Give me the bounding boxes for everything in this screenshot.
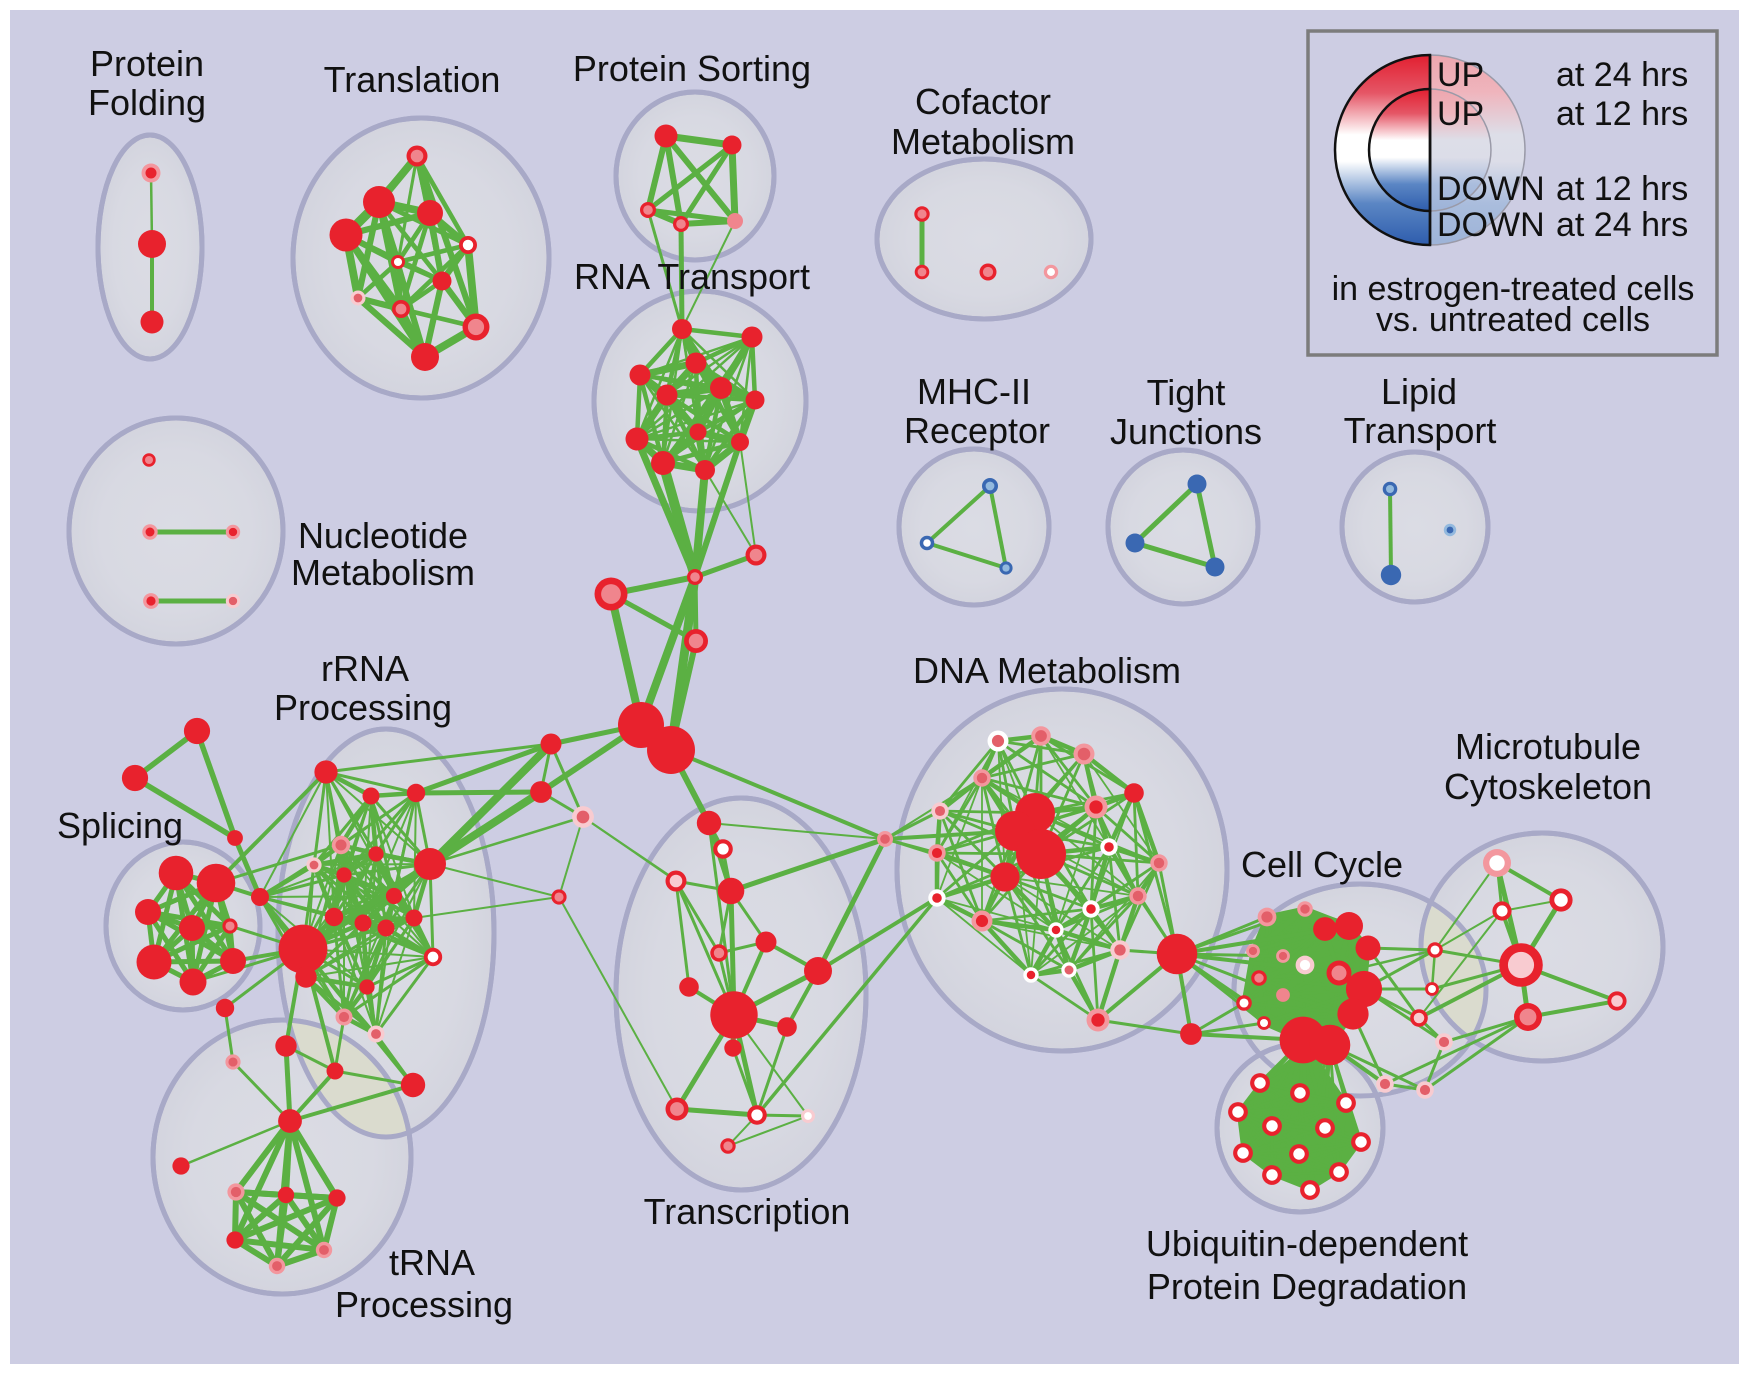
svg-text:DOWN: DOWN	[1437, 206, 1545, 244]
svg-text:Metabolism: Metabolism	[291, 552, 475, 593]
svg-text:UP: UP	[1437, 95, 1484, 133]
svg-text:Lipid: Lipid	[1381, 371, 1457, 412]
svg-text:Splicing: Splicing	[57, 805, 183, 846]
svg-text:at 24 hrs: at 24 hrs	[1556, 206, 1688, 244]
svg-text:at 12 hrs: at 12 hrs	[1556, 95, 1688, 133]
svg-text:Ubiquitin-dependent: Ubiquitin-dependent	[1146, 1223, 1468, 1264]
svg-text:Microtubule: Microtubule	[1455, 726, 1641, 767]
svg-text:rRNA: rRNA	[321, 648, 409, 689]
svg-text:Translation: Translation	[324, 59, 501, 100]
svg-text:Processing: Processing	[335, 1284, 513, 1325]
svg-text:MHC-II: MHC-II	[917, 371, 1031, 412]
svg-text:Cell Cycle: Cell Cycle	[1241, 844, 1403, 885]
svg-text:at 24 hrs: at 24 hrs	[1556, 56, 1688, 94]
svg-text:Receptor: Receptor	[904, 410, 1050, 451]
svg-text:Cofactor: Cofactor	[915, 81, 1051, 122]
svg-text:Transport: Transport	[1344, 410, 1497, 451]
svg-text:in estrogen-treated cells: in estrogen-treated cells	[1332, 270, 1695, 308]
svg-text:tRNA: tRNA	[389, 1242, 475, 1283]
svg-text:Transcription: Transcription	[644, 1191, 851, 1232]
svg-text:Tight: Tight	[1147, 372, 1226, 413]
svg-text:Protein: Protein	[90, 43, 204, 84]
svg-text:Metabolism: Metabolism	[891, 121, 1075, 162]
svg-text:Cytoskeleton: Cytoskeleton	[1444, 766, 1652, 807]
svg-text:Folding: Folding	[88, 82, 206, 123]
svg-text:UP: UP	[1437, 56, 1484, 94]
svg-text:Nucleotide: Nucleotide	[298, 515, 468, 556]
svg-text:vs. untreated cells: vs. untreated cells	[1376, 301, 1650, 339]
svg-text:Junctions: Junctions	[1110, 411, 1262, 452]
svg-text:Protein Sorting: Protein Sorting	[573, 48, 811, 89]
svg-text:Protein Degradation: Protein Degradation	[1147, 1266, 1467, 1307]
svg-text:Processing: Processing	[274, 687, 452, 728]
svg-text:DOWN: DOWN	[1437, 170, 1545, 208]
svg-text:DNA Metabolism: DNA Metabolism	[913, 650, 1181, 691]
svg-text:RNA Transport: RNA Transport	[574, 256, 810, 297]
svg-text:at 12 hrs: at 12 hrs	[1556, 170, 1688, 208]
